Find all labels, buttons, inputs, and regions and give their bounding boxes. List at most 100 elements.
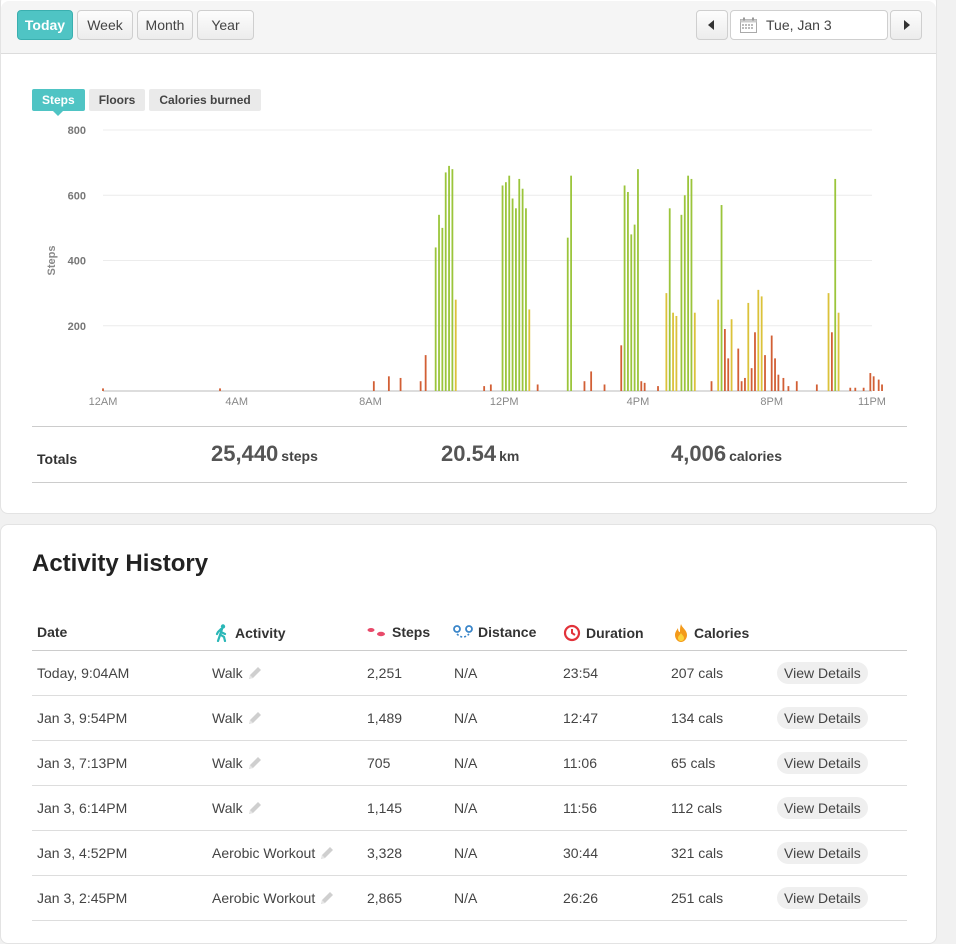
bar bbox=[774, 358, 776, 391]
cell-distance-text: N/A bbox=[454, 710, 478, 726]
column-steps[interactable]: Steps bbox=[367, 624, 430, 640]
tab-month[interactable]: Month bbox=[137, 10, 193, 40]
edit-pencil-icon[interactable] bbox=[319, 845, 335, 861]
cell-steps-text: 3,328 bbox=[367, 845, 403, 861]
column-calories-label: Calories bbox=[694, 625, 750, 641]
bar bbox=[620, 345, 623, 391]
bar bbox=[424, 355, 427, 391]
bar bbox=[372, 381, 375, 391]
total-steps-value: 25,440 bbox=[211, 441, 279, 466]
cell-date: Jan 3, 4:52PM bbox=[37, 845, 127, 861]
tab-floors[interactable]: Floors bbox=[88, 89, 146, 111]
cell-steps-text: 2,251 bbox=[367, 665, 403, 681]
cell-steps-text: 1,489 bbox=[367, 710, 403, 726]
view-details-button[interactable]: View Details bbox=[777, 662, 868, 684]
view-details-button[interactable]: View Details bbox=[777, 842, 868, 864]
edit-pencil-icon[interactable] bbox=[247, 665, 263, 681]
bar bbox=[834, 178, 837, 391]
bar bbox=[444, 172, 447, 391]
column-date[interactable]: Date bbox=[37, 624, 67, 640]
cell-activity: Walk bbox=[212, 800, 263, 816]
bar bbox=[633, 224, 636, 391]
view-details-button[interactable]: View Details bbox=[777, 887, 868, 909]
bar bbox=[501, 185, 504, 391]
tab-today[interactable]: Today bbox=[17, 10, 73, 40]
calendar-icon bbox=[740, 17, 757, 33]
bar bbox=[102, 388, 104, 391]
bar bbox=[869, 373, 872, 391]
column-calories[interactable]: Calories bbox=[673, 624, 749, 642]
cell-calories-text: 321 cals bbox=[671, 845, 724, 861]
cell-distance-text: N/A bbox=[454, 800, 478, 816]
cell-calories-text: 207 cals bbox=[671, 665, 724, 681]
cell-distance-text: N/A bbox=[454, 845, 478, 861]
total-calories: 4,006 calories bbox=[671, 441, 782, 467]
bar bbox=[603, 384, 606, 391]
column-duration[interactable]: Duration bbox=[563, 624, 644, 642]
walking-person-icon bbox=[215, 624, 227, 642]
bar bbox=[770, 335, 773, 391]
tab-week[interactable]: Week bbox=[77, 10, 133, 40]
cell-duration-text: 12:47 bbox=[563, 710, 599, 726]
edit-pencil-icon[interactable] bbox=[247, 755, 263, 771]
bar bbox=[854, 387, 857, 391]
bar bbox=[740, 381, 743, 391]
y-axis-label: Steps bbox=[46, 246, 58, 276]
cell-activity: Walk bbox=[212, 755, 263, 771]
tab-steps[interactable]: Steps bbox=[32, 89, 85, 116]
column-distance[interactable]: Distance bbox=[453, 624, 536, 640]
edit-pencil-icon[interactable] bbox=[247, 710, 263, 726]
bar bbox=[747, 302, 750, 391]
bar bbox=[518, 178, 521, 391]
bar bbox=[511, 198, 514, 391]
table-row: Jan 3, 9:54PM Walk 1,489 N/A 12:47 134 cals Vi… bbox=[32, 696, 907, 741]
bar bbox=[454, 299, 457, 391]
bar bbox=[657, 386, 659, 391]
cell-distance: N/A bbox=[454, 755, 477, 771]
y-tick-label: 600 bbox=[68, 190, 86, 202]
column-activity[interactable]: Activity bbox=[215, 624, 286, 642]
cell-activity: Aerobic Workout bbox=[212, 845, 335, 861]
bar bbox=[521, 188, 524, 391]
x-tick-label: 4PM bbox=[627, 396, 650, 408]
cell-duration: 11:06 bbox=[563, 755, 597, 771]
cell-calories: 134 cals bbox=[671, 710, 723, 726]
cell-date-text: Jan 3, 9:54PM bbox=[37, 710, 128, 726]
bar bbox=[668, 208, 671, 391]
view-details-button[interactable]: View Details bbox=[777, 752, 868, 774]
bar bbox=[665, 293, 668, 391]
cell-activity: Walk bbox=[212, 665, 263, 681]
table-row: Jan 3, 4:52PM Aerobic Workout 3,328 N/A 30:4… bbox=[32, 831, 907, 876]
bar bbox=[504, 182, 507, 391]
previous-day-button[interactable] bbox=[696, 10, 728, 40]
x-tick-label: 4AM bbox=[225, 396, 248, 408]
bar bbox=[627, 191, 629, 391]
bar bbox=[483, 386, 486, 391]
date-picker[interactable]: Tue, Jan 3 bbox=[730, 10, 888, 40]
tab-year[interactable]: Year bbox=[197, 10, 254, 40]
cell-duration-text: 26:26 bbox=[563, 890, 599, 906]
totals-label: Totals bbox=[37, 451, 78, 467]
cell-steps: 705 bbox=[367, 755, 390, 771]
edit-pencil-icon[interactable] bbox=[247, 800, 263, 816]
bar bbox=[508, 175, 511, 391]
y-tick-label: 200 bbox=[68, 321, 86, 333]
bar bbox=[757, 289, 760, 391]
bar bbox=[720, 205, 723, 391]
cell-activity-text: Walk bbox=[212, 665, 243, 681]
cell-calories-text: 65 cals bbox=[671, 755, 716, 771]
view-details-button[interactable]: View Details bbox=[777, 797, 868, 819]
x-tick-label: 8AM bbox=[359, 396, 382, 408]
tab-calories-burned[interactable]: Calories burned bbox=[149, 89, 261, 111]
total-distance-value: 20.54 bbox=[441, 441, 497, 466]
next-day-button[interactable] bbox=[890, 10, 922, 40]
total-calories-value: 4,006 bbox=[671, 441, 727, 466]
cell-distance-text: N/A bbox=[454, 665, 478, 681]
view-details-button[interactable]: View Details bbox=[777, 707, 868, 729]
table-row: Jan 3, 7:13PM Walk 705 N/A 11:06 65 cals View … bbox=[32, 741, 907, 786]
cell-distance: N/A bbox=[454, 800, 477, 816]
edit-pencil-icon[interactable] bbox=[319, 890, 335, 906]
column-date-label: Date bbox=[37, 624, 68, 640]
bar bbox=[515, 208, 517, 391]
total-distance-unit: km bbox=[499, 448, 520, 464]
